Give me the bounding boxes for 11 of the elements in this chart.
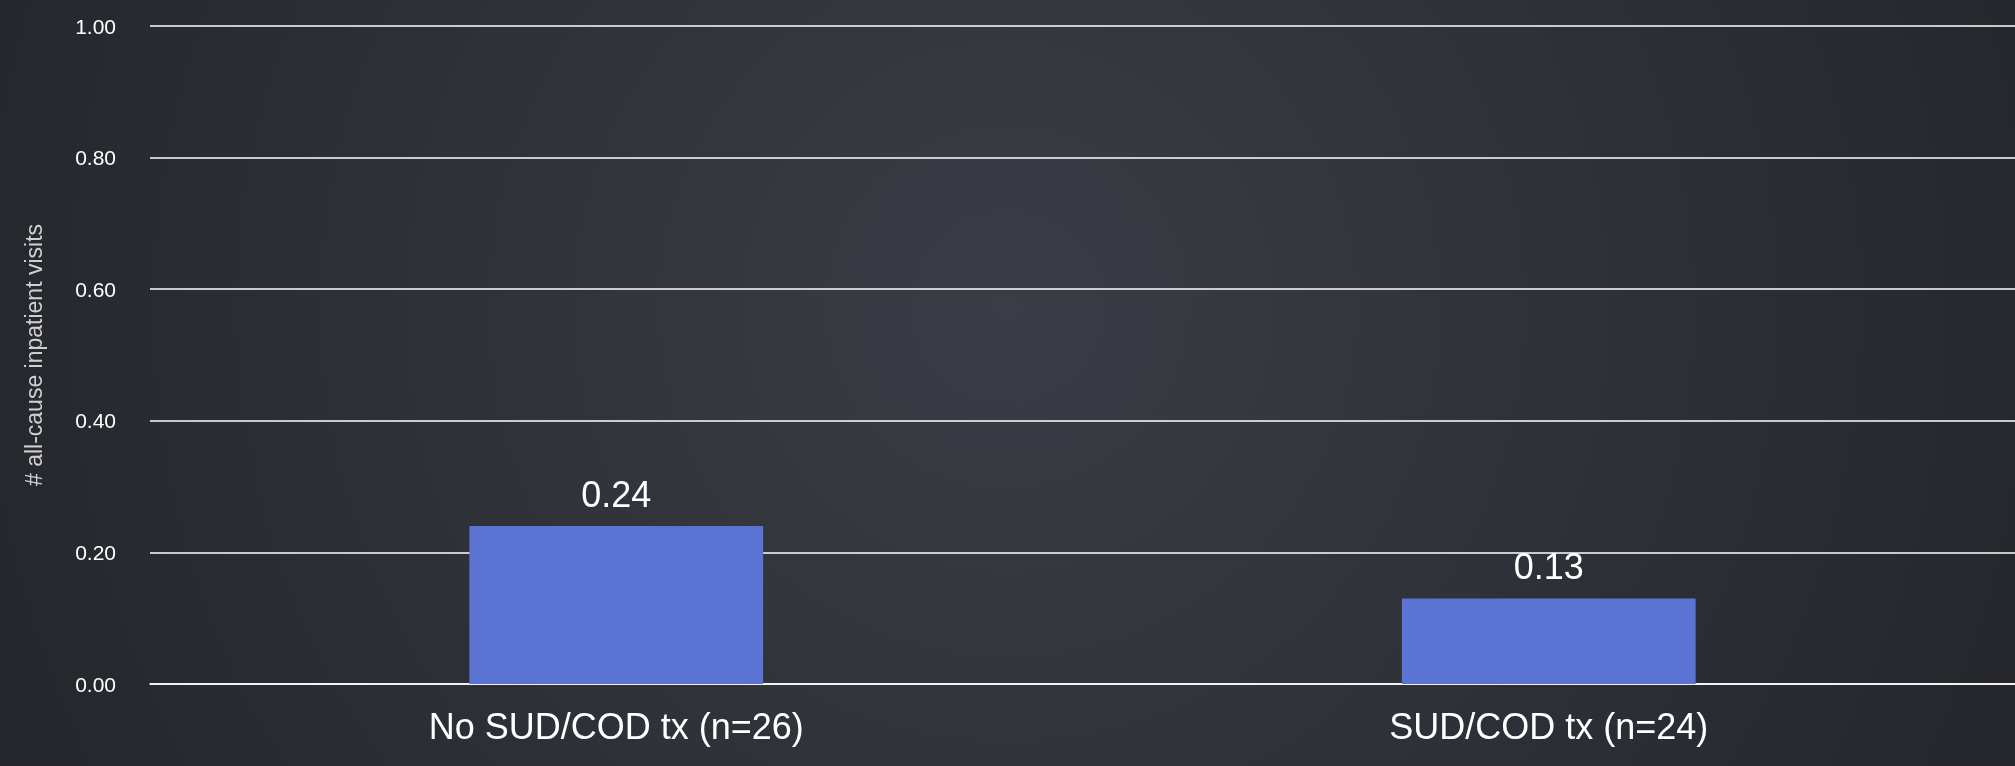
data-label: 0.24 [581,473,652,515]
y-tick-label: 0.00 [75,672,116,696]
y-tick-label: 1.00 [75,14,116,38]
y-tick-label: 0.20 [75,540,116,564]
data-label: 0.13 [1513,545,1584,587]
y-tick-label: 0.80 [75,146,116,170]
x-tick-label: No SUD/COD tx (n=26) [428,705,804,747]
y-axis-title: # all-cause inpatient visits [20,223,47,487]
y-tick-label: 0.40 [75,409,116,433]
x-tick-label: SUD/COD tx (n=24) [1389,705,1709,747]
y-tick-label: 0.60 [75,277,116,301]
